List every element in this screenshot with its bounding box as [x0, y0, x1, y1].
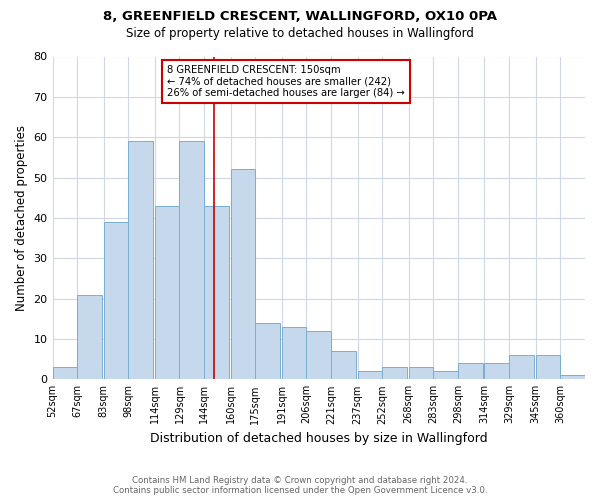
Bar: [230, 170, 256, 380]
Bar: [307, 331, 331, 380]
Text: 8, GREENFIELD CRESCENT, WALLINGFORD, OX10 0PA: 8, GREENFIELD CRESCENT, WALLINGFORD, OX1…: [103, 10, 497, 23]
Text: Size of property relative to detached houses in Wallingford: Size of property relative to detached ho…: [126, 28, 474, 40]
Bar: [458, 363, 483, 380]
Text: Contains HM Land Registry data © Crown copyright and database right 2024.
Contai: Contains HM Land Registry data © Crown c…: [113, 476, 487, 495]
Bar: [281, 327, 307, 380]
Bar: [358, 371, 382, 380]
Bar: [560, 376, 585, 380]
X-axis label: Distribution of detached houses by size in Wallingford: Distribution of detached houses by size …: [150, 432, 488, 445]
Bar: [155, 206, 179, 380]
Y-axis label: Number of detached properties: Number of detached properties: [15, 125, 28, 311]
Bar: [256, 323, 280, 380]
Bar: [331, 351, 356, 380]
Bar: [179, 141, 204, 380]
Bar: [484, 363, 509, 380]
Bar: [53, 367, 77, 380]
Bar: [382, 367, 407, 380]
Bar: [536, 355, 560, 380]
Bar: [128, 141, 153, 380]
Bar: [204, 206, 229, 380]
Bar: [104, 222, 128, 380]
Bar: [409, 367, 433, 380]
Bar: [433, 371, 458, 380]
Bar: [77, 294, 102, 380]
Bar: [509, 355, 534, 380]
Text: 8 GREENFIELD CRESCENT: 150sqm
← 74% of detached houses are smaller (242)
26% of : 8 GREENFIELD CRESCENT: 150sqm ← 74% of d…: [167, 64, 405, 98]
